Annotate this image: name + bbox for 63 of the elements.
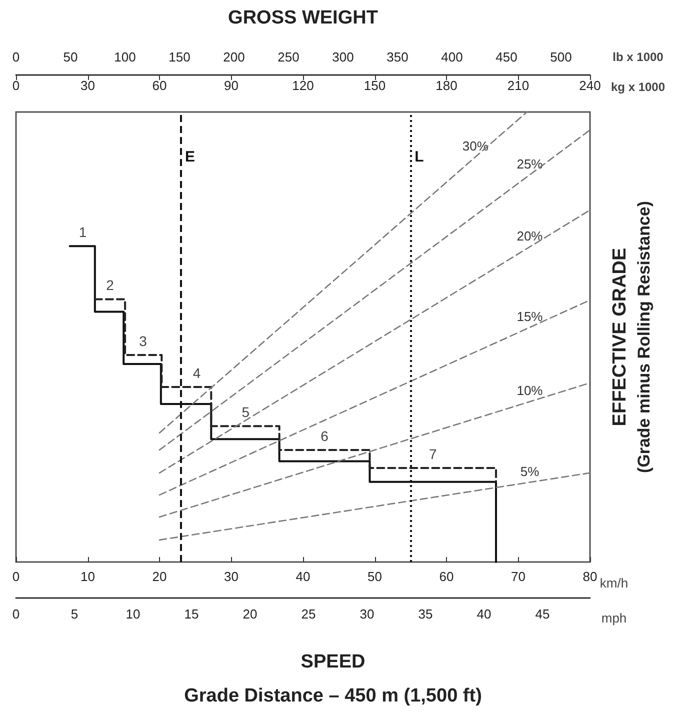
series-label: 30% — [462, 138, 489, 154]
text: 25 — [301, 606, 316, 622]
x-tick-label: 40 — [296, 569, 310, 584]
x2-tick-label: 90 — [224, 78, 238, 93]
text: 40 — [476, 606, 492, 622]
series-label: 5% — [520, 464, 540, 479]
text: 200 — [223, 50, 245, 64]
series-label: 25% — [516, 156, 544, 172]
y-axis-title: EFFECTIVE GRADE — [610, 248, 630, 426]
x-tick-label: 20 — [152, 569, 167, 584]
series-label: 10% — [516, 383, 544, 398]
text: 10 — [126, 606, 140, 622]
annotation: 5 — [242, 404, 250, 420]
ref-line-label: E — [185, 148, 196, 166]
text: mph — [601, 610, 627, 626]
annotation: 7 — [428, 446, 437, 462]
y2-axis-title: (Grade minus Rolling Resistance) — [634, 200, 654, 474]
text: 150 — [168, 50, 190, 64]
text: km/h — [600, 576, 628, 590]
x-tick-label: 80 — [582, 569, 598, 584]
text: 20 — [242, 606, 258, 622]
x-tick-label: 10 — [80, 569, 95, 584]
x2-tick-label: 120 — [292, 78, 314, 93]
text: Grade Distance – 450 m (1,500 ft) — [184, 686, 482, 706]
x2-tick-label: 240 — [579, 78, 601, 93]
text: 250 — [278, 50, 300, 64]
text: 500 — [550, 50, 572, 64]
x-tick-label: 60 — [439, 569, 454, 584]
ref-line-label: L — [414, 148, 424, 166]
x2-tick-label: 180 — [436, 78, 458, 93]
text: 5 — [70, 606, 78, 622]
x2-tick-label: 210 — [507, 78, 530, 93]
text: 100 — [114, 50, 136, 64]
annotation: 2 — [106, 277, 114, 294]
text: 50 — [63, 50, 78, 64]
x-tick-label: 30 — [224, 569, 238, 584]
x2-axis-title: GROSS WEIGHT — [228, 8, 378, 28]
annotation: 3 — [139, 333, 148, 349]
text: lb x 1000 — [612, 50, 664, 64]
text: 30 — [360, 606, 374, 622]
annotation: 4 — [192, 364, 201, 381]
text: 15 — [184, 606, 199, 622]
annotation: 6 — [320, 428, 329, 444]
text: 300 — [332, 50, 354, 64]
annotation: 1 — [78, 224, 87, 240]
series-label: 15% — [516, 308, 544, 324]
x2-tick-label: 0 — [12, 78, 20, 93]
x2-tick-label: 30 — [80, 78, 95, 93]
text: 450 — [496, 50, 518, 64]
text: 45 — [535, 606, 550, 622]
series-label: 20% — [516, 228, 544, 244]
x2-tick-label: 150 — [364, 78, 386, 93]
x2-tick-label: 60 — [152, 78, 167, 93]
text: 0 — [12, 606, 20, 622]
x-tick-label: 0 — [12, 569, 20, 584]
text: 350 — [386, 50, 408, 64]
text: kg x 1000 — [610, 80, 666, 94]
x-tick-label: 70 — [511, 569, 526, 584]
text: 400 — [441, 50, 463, 64]
x-tick-label: 50 — [368, 569, 382, 584]
x-axis-title: SPEED — [300, 652, 366, 672]
text: 35 — [418, 606, 433, 622]
text: 0 — [12, 50, 20, 64]
